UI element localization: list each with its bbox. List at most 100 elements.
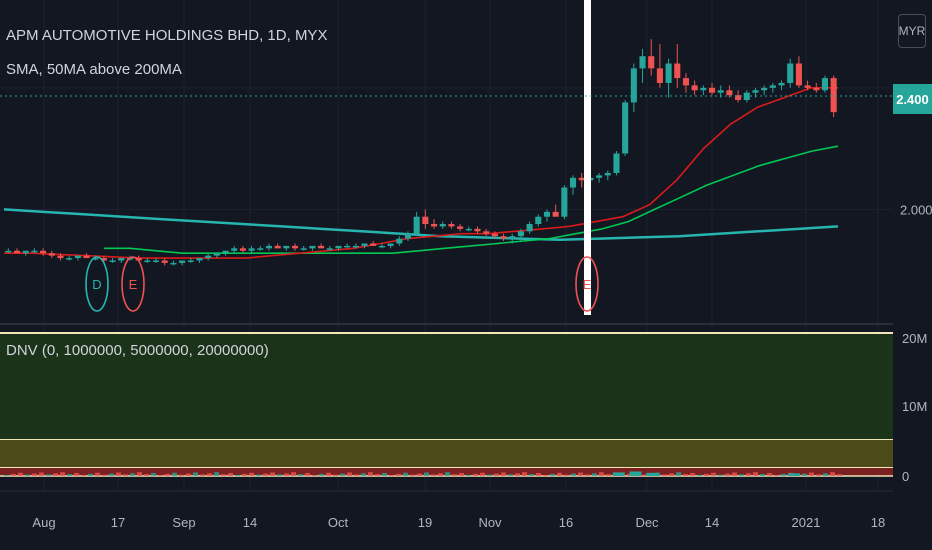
candle <box>422 209 429 229</box>
candle <box>509 233 516 244</box>
sma-20-line <box>4 87 838 259</box>
indicator-label-dnv[interactable]: DNV (0, 1000000, 5000000, 20000000) <box>6 342 269 359</box>
candle <box>187 258 194 263</box>
candle-body <box>700 87 707 91</box>
candle-body <box>691 85 698 91</box>
candle <box>370 241 377 246</box>
candle <box>535 214 542 227</box>
candle-body <box>561 187 568 217</box>
candle <box>700 85 707 96</box>
candle-body <box>387 243 394 246</box>
candle-body <box>665 63 672 83</box>
volume-bar <box>487 474 492 476</box>
candle-body <box>717 90 724 93</box>
volume-bar <box>277 474 282 476</box>
volume-bar <box>249 472 254 476</box>
last-price-tag: 2.400 <box>893 84 932 114</box>
event-marker-circle <box>121 256 145 312</box>
candle <box>57 253 64 261</box>
candle-body <box>804 85 811 88</box>
candle <box>735 90 742 103</box>
time-tick-label: 18 <box>871 515 885 530</box>
candle-body <box>213 253 220 256</box>
dnv-band-2 <box>0 333 893 439</box>
candle-body <box>491 233 498 237</box>
volume-bar <box>816 474 821 476</box>
volume-bar <box>389 474 394 476</box>
volume-spike <box>629 471 642 476</box>
time-axis[interactable]: Aug 17 Sep 14 Oct 19 Nov 16 Dec 14 2021 18 <box>32 515 885 530</box>
candle-body <box>474 228 481 232</box>
volume-bar <box>837 474 842 476</box>
candle-body <box>318 245 325 249</box>
candle-body <box>813 87 820 91</box>
candle <box>74 255 81 261</box>
volume-bar <box>417 473 422 476</box>
candle <box>665 58 672 98</box>
volume-bar <box>256 474 261 476</box>
candle <box>404 231 412 242</box>
volume-bar <box>508 474 513 476</box>
candle <box>413 211 420 237</box>
candle <box>179 260 186 266</box>
candle <box>396 236 403 246</box>
volume-bar <box>151 473 156 476</box>
candle-body <box>291 245 299 249</box>
volume-bar <box>207 473 212 476</box>
candle <box>778 80 785 91</box>
currency-button[interactable]: MYR <box>898 14 926 48</box>
candle-body <box>613 153 620 173</box>
sma-20-path <box>4 87 838 259</box>
candle-body <box>40 250 47 254</box>
candle-body <box>13 250 21 254</box>
candle-body <box>708 87 716 93</box>
candle <box>726 85 733 98</box>
grid-lines <box>0 0 893 491</box>
volume-bar <box>732 472 737 476</box>
volume-bar <box>291 472 296 476</box>
time-tick-label: Sep <box>172 515 195 530</box>
candle <box>578 172 585 188</box>
candle-body <box>248 248 255 251</box>
candle <box>830 75 837 118</box>
candle-body <box>144 260 151 262</box>
candle <box>596 172 603 183</box>
candle-body <box>778 82 785 86</box>
candle-body <box>648 56 655 69</box>
candle-body <box>457 226 464 229</box>
volume-bar <box>403 472 408 476</box>
volume-tick-label: 0 <box>902 469 909 484</box>
candle <box>31 248 38 254</box>
volume-bar <box>270 472 275 476</box>
candle-body <box>152 260 160 262</box>
indicator-label-sma[interactable]: SMA, 50MA above 200MA <box>6 61 182 78</box>
candle-body <box>257 248 264 250</box>
volume-bar <box>578 472 583 476</box>
candle <box>613 151 620 176</box>
candle <box>804 80 811 91</box>
event-marker-label: D <box>92 277 101 292</box>
volume-bar <box>424 472 429 476</box>
candle <box>196 258 203 263</box>
dnv-band-1 <box>0 439 893 467</box>
volume-bar <box>32 473 37 476</box>
price-axis[interactable]: 2.0002.500010M20M <box>900 81 932 484</box>
candle <box>682 73 690 93</box>
candle <box>22 250 29 256</box>
volume-bar <box>179 474 184 476</box>
candle-body <box>170 262 177 265</box>
volume-bar <box>599 472 604 476</box>
volume-bar <box>767 473 772 476</box>
volume-bar <box>144 474 149 476</box>
volume-bar <box>165 473 170 476</box>
candle <box>430 219 438 229</box>
candle-body <box>656 68 663 83</box>
volume-bar <box>200 474 205 476</box>
volume-bar <box>753 472 758 476</box>
volume-bar <box>445 472 450 476</box>
volume-bar <box>305 473 310 476</box>
candles <box>5 39 837 266</box>
candle-body <box>674 63 681 79</box>
time-tick-label: Oct <box>328 515 349 530</box>
